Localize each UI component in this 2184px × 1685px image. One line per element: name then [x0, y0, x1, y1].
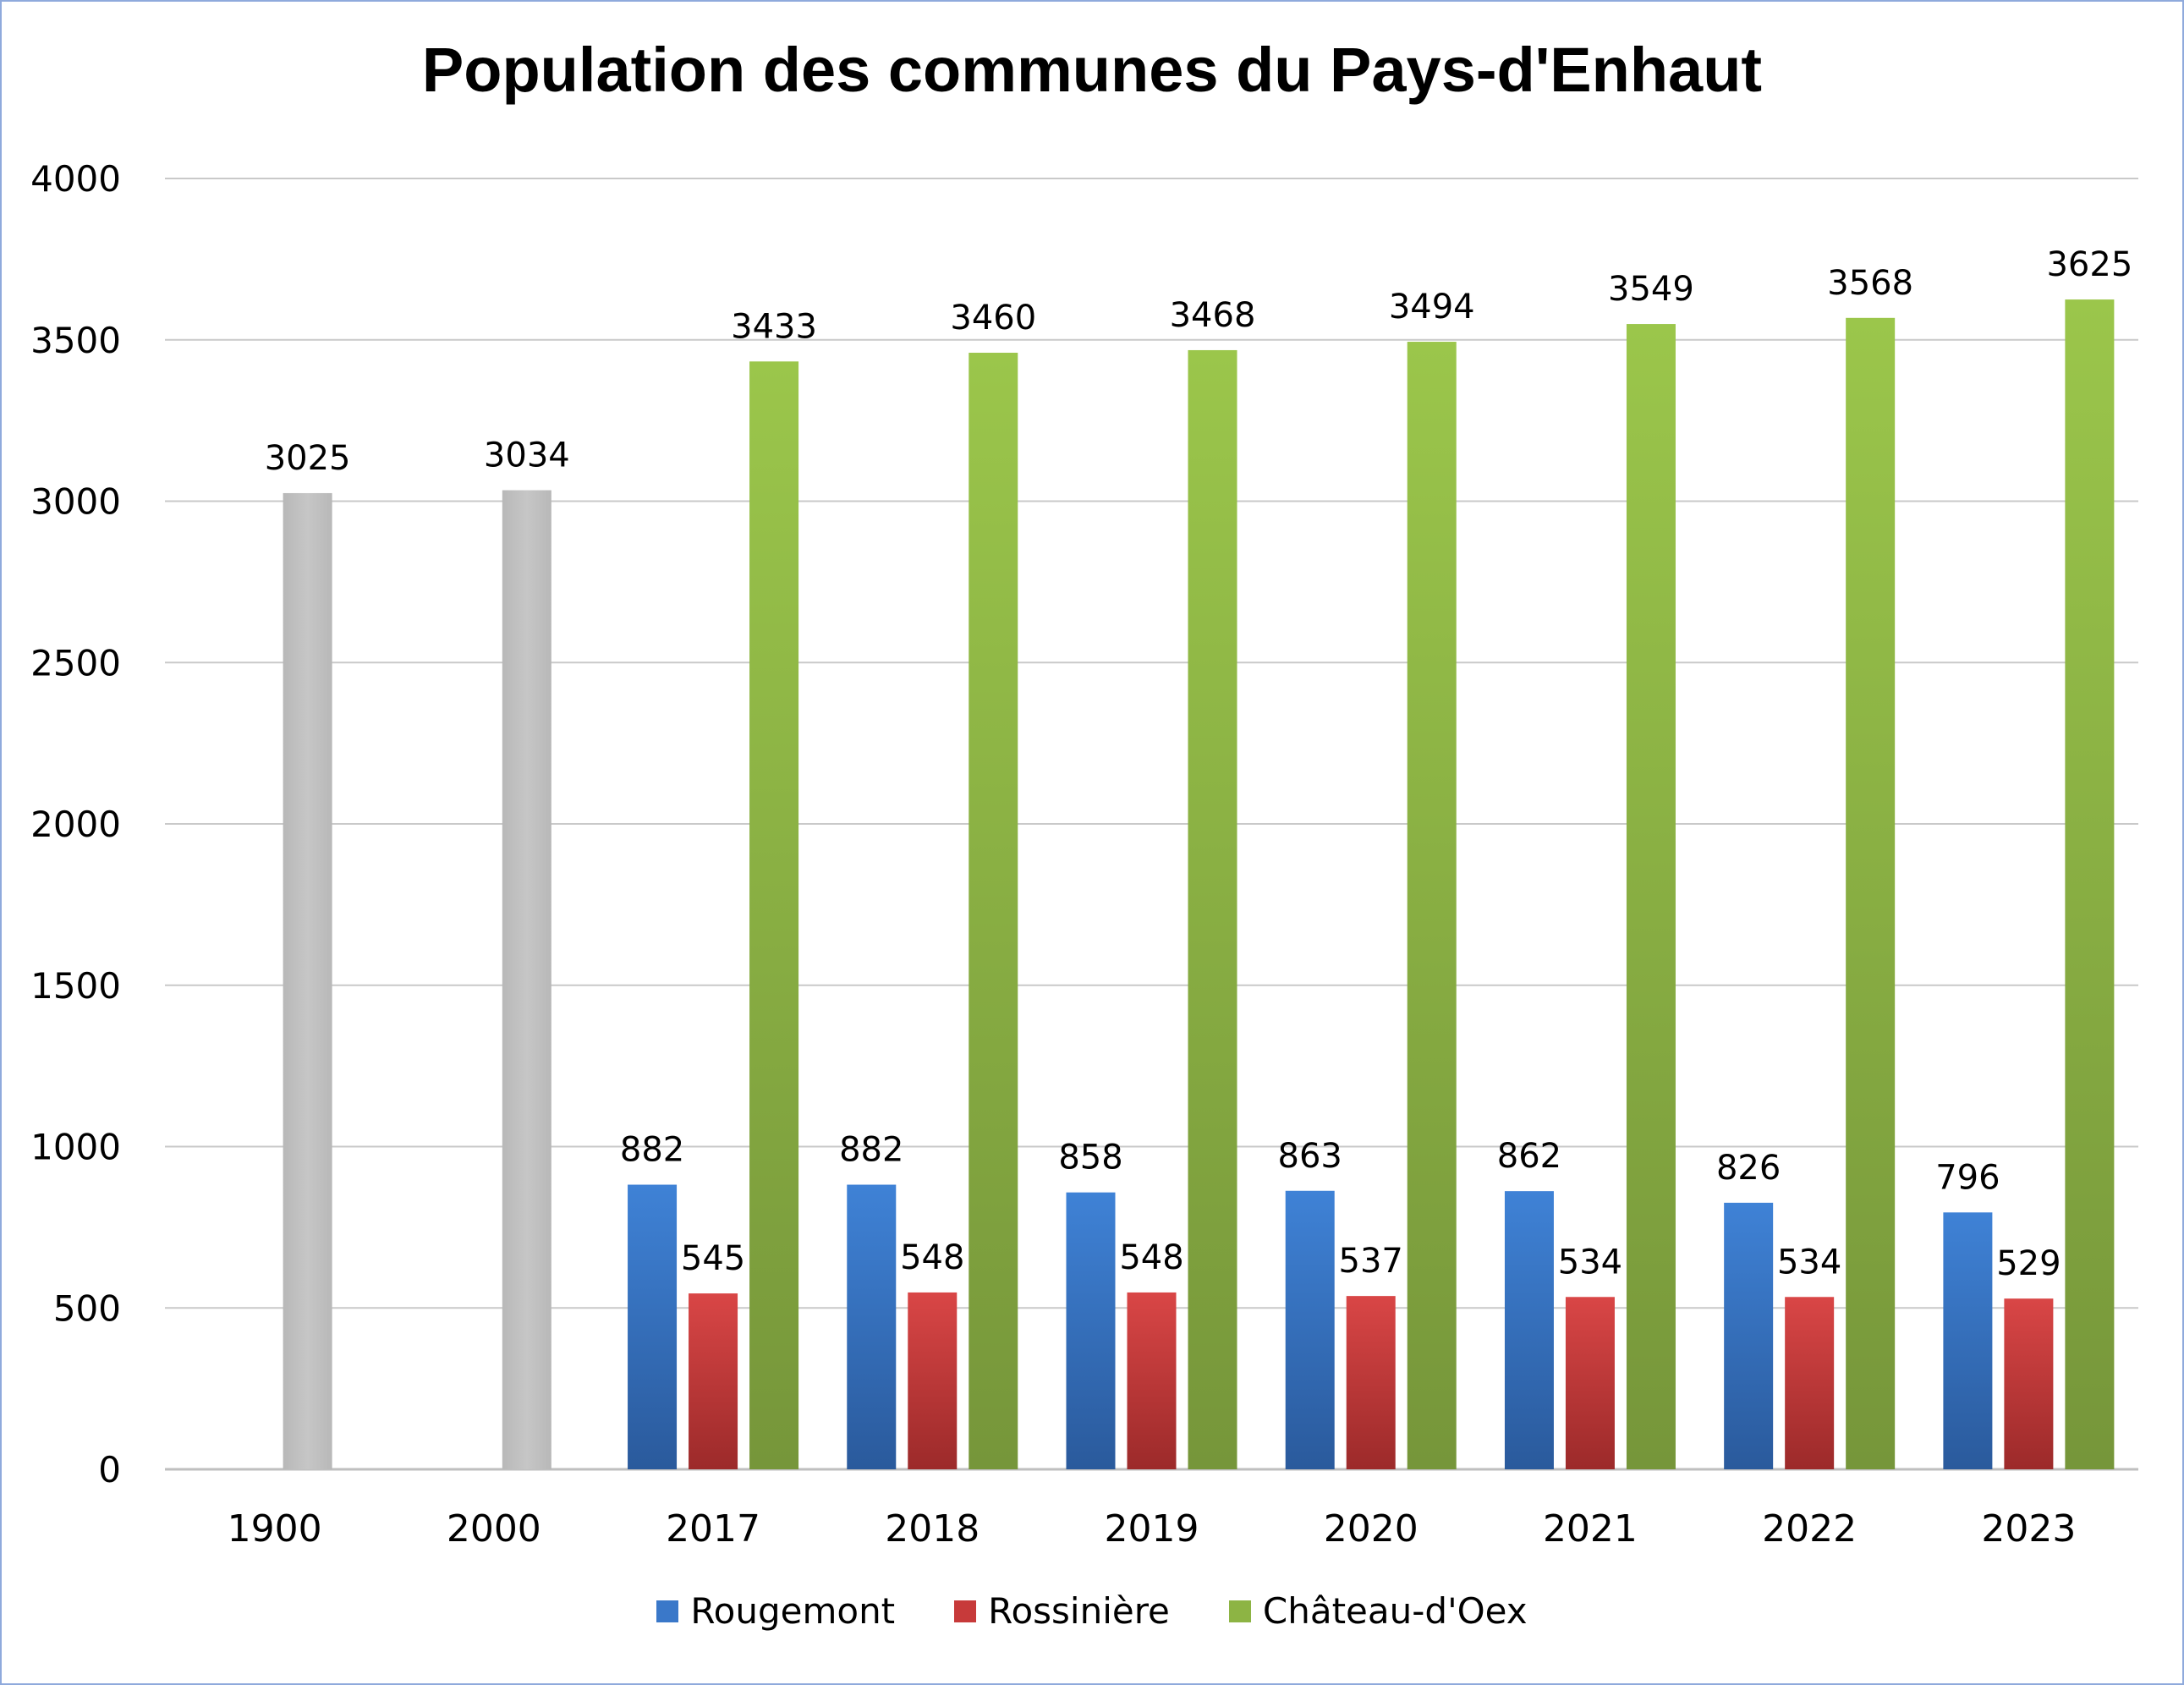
legend: Rougemont Rossinière Château-d'Oex [0, 1590, 2184, 1632]
data-label-rossiniere-2018: 548 [900, 1238, 964, 1277]
bar-rossiniere-2022 [1785, 1297, 1835, 1469]
data-label-rougemont-2018: 882 [839, 1131, 903, 1170]
bar-rossiniere-2021 [1565, 1297, 1615, 1469]
bar-rossiniere-2019 [1127, 1292, 1177, 1469]
legend-label-rossiniere: Rossinière [988, 1590, 1170, 1632]
bar-rossiniere-2018 [908, 1292, 958, 1469]
data-label-chateau-doex-2017: 3433 [731, 307, 817, 346]
data-label-rossiniere-2019: 548 [1119, 1238, 1183, 1277]
data-label-rossiniere-2021: 534 [1558, 1243, 1622, 1282]
bar-rougemont-2023 [1943, 1212, 1993, 1469]
data-label-rougemont-2017: 882 [620, 1131, 684, 1170]
bar-rougemont-2019 [1066, 1192, 1116, 1469]
y-tick-label: 3500 [30, 320, 121, 361]
x-tick-label: 2018 [885, 1507, 980, 1551]
bar-rossiniere-2017 [689, 1293, 738, 1469]
data-label-rougemont-2019: 858 [1058, 1139, 1122, 1177]
data-label-rougemont-2021: 862 [1497, 1137, 1561, 1176]
data-label-rougemont-2020: 863 [1278, 1137, 1342, 1176]
bar-rougemont-2017 [628, 1184, 678, 1469]
bar-total-1900 [283, 492, 332, 1469]
bar-chateau-doex-2020 [1407, 342, 1457, 1469]
bar-rossiniere-2023 [2004, 1298, 2054, 1469]
bar-chateau-doex-2018 [969, 353, 1018, 1469]
y-tick-label: 3000 [30, 481, 121, 523]
bar-chateau-doex-2019 [1188, 349, 1237, 1469]
y-tick-label: 2500 [30, 642, 121, 683]
bar-chateau-doex-2022 [1846, 317, 1896, 1470]
data-label-chateau-doex-2021: 3549 [1608, 270, 1694, 309]
data-label-total-2000: 3034 [484, 436, 570, 475]
y-tick-label: 2000 [30, 804, 121, 845]
legend-item-chateau-doex: Château-d'Oex [1228, 1590, 1528, 1632]
data-label-total-1900: 3025 [265, 439, 351, 478]
bar-chateau-doex-2021 [1626, 324, 1676, 1469]
legend-swatch-rougemont [656, 1600, 679, 1622]
legend-item-rossiniere: Rossinière [954, 1590, 1170, 1632]
data-label-rougemont-2022: 826 [1716, 1149, 1781, 1188]
x-tick-label: 2022 [1762, 1507, 1857, 1551]
x-tick-label: 2020 [1324, 1507, 1419, 1551]
legend-label-chateau-doex: Château-d'Oex [1262, 1590, 1528, 1632]
x-tick-label: 2000 [447, 1507, 541, 1551]
bar-rougemont-2021 [1504, 1191, 1554, 1469]
bar-total-2000 [502, 490, 551, 1469]
data-label-chateau-doex-2020: 3494 [1389, 288, 1475, 327]
x-tick-label: 2021 [1543, 1507, 1638, 1551]
bar-rougemont-2018 [847, 1184, 897, 1469]
data-label-rossiniere-2020: 537 [1339, 1242, 1403, 1281]
data-label-rougemont-2023: 796 [1935, 1158, 2000, 1197]
legend-label-rougemont: Rougemont [690, 1590, 896, 1632]
legend-swatch-chateau-doex [1228, 1600, 1251, 1622]
bar-rougemont-2022 [1724, 1202, 1774, 1469]
data-label-chateau-doex-2022: 3568 [1827, 264, 1913, 303]
bar-rougemont-2020 [1285, 1190, 1335, 1469]
chart-title: Population des communes du Pays-d'Enhaut [421, 35, 1763, 105]
data-label-rossiniere-2022: 534 [1777, 1243, 1841, 1282]
y-tick-label: 500 [53, 1287, 121, 1329]
y-tick-label: 4000 [30, 158, 121, 200]
data-label-rossiniere-2023: 529 [1996, 1244, 2061, 1283]
data-label-rossiniere-2017: 545 [681, 1239, 745, 1278]
data-label-chateau-doex-2023: 3625 [2046, 245, 2132, 284]
data-label-chateau-doex-2018: 3460 [950, 299, 1036, 338]
bar-rossiniere-2020 [1346, 1296, 1396, 1469]
x-tick-label: 2019 [1105, 1507, 1199, 1551]
bar-chateau-doex-2017 [749, 361, 799, 1469]
data-label-chateau-doex-2019: 3468 [1170, 296, 1256, 335]
x-tick-label: 1900 [228, 1507, 322, 1551]
y-tick-label: 0 [98, 1449, 121, 1490]
x-tick-label: 2023 [1981, 1507, 2076, 1551]
bar-chateau-doex-2023 [2065, 299, 2115, 1469]
legend-swatch-rossiniere [954, 1600, 977, 1622]
x-tick-label: 2017 [666, 1507, 760, 1551]
legend-item-rougemont: Rougemont [656, 1590, 895, 1632]
y-tick-label: 1500 [30, 965, 121, 1007]
y-tick-label: 1000 [30, 1127, 121, 1168]
